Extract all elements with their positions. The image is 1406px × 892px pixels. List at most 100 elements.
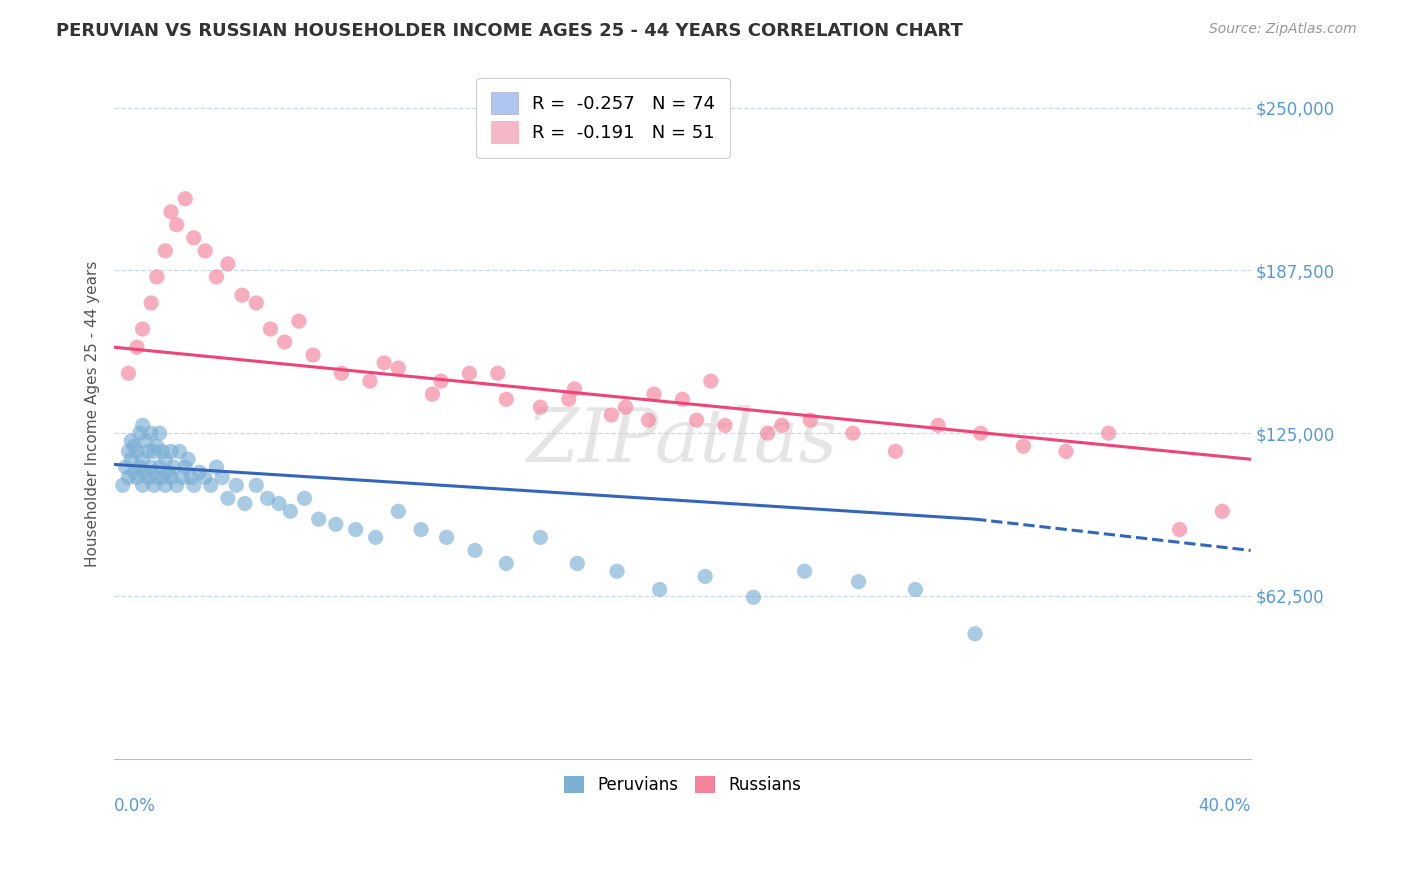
Point bbox=[155, 478, 177, 492]
Point bbox=[486, 366, 509, 380]
Point bbox=[904, 582, 927, 597]
Point bbox=[120, 434, 142, 448]
Point bbox=[373, 356, 395, 370]
Point bbox=[157, 465, 180, 479]
Point bbox=[387, 361, 409, 376]
Point bbox=[643, 387, 665, 401]
Point bbox=[344, 523, 367, 537]
Point bbox=[685, 413, 707, 427]
Point bbox=[256, 491, 278, 506]
Point bbox=[166, 478, 188, 492]
Point bbox=[245, 296, 267, 310]
Point bbox=[842, 426, 865, 441]
Point bbox=[155, 452, 177, 467]
Point bbox=[149, 426, 172, 441]
Point bbox=[163, 460, 186, 475]
Point bbox=[205, 460, 228, 475]
Point bbox=[183, 478, 205, 492]
Point bbox=[117, 366, 139, 380]
Point bbox=[273, 334, 295, 349]
Point bbox=[245, 478, 267, 492]
Point bbox=[364, 530, 387, 544]
Point bbox=[136, 444, 159, 458]
Point bbox=[495, 392, 517, 407]
Point bbox=[155, 244, 177, 258]
Point bbox=[194, 470, 217, 484]
Point bbox=[436, 530, 458, 544]
Point bbox=[174, 192, 197, 206]
Point bbox=[325, 517, 347, 532]
Point bbox=[217, 257, 239, 271]
Point bbox=[1054, 444, 1077, 458]
Point bbox=[117, 444, 139, 458]
Point bbox=[409, 523, 432, 537]
Point bbox=[188, 465, 211, 479]
Point bbox=[495, 557, 517, 571]
Point bbox=[152, 444, 174, 458]
Point bbox=[1012, 439, 1035, 453]
Point bbox=[714, 418, 737, 433]
Point bbox=[149, 460, 172, 475]
Legend: Peruvians, Russians: Peruvians, Russians bbox=[555, 767, 810, 802]
Point bbox=[146, 470, 169, 484]
Point bbox=[294, 491, 316, 506]
Point bbox=[174, 460, 197, 475]
Point bbox=[146, 439, 169, 453]
Point bbox=[756, 426, 779, 441]
Point bbox=[125, 470, 148, 484]
Point bbox=[799, 413, 821, 427]
Point bbox=[671, 392, 693, 407]
Point bbox=[330, 366, 353, 380]
Point bbox=[606, 564, 628, 578]
Point bbox=[963, 626, 986, 640]
Point bbox=[122, 439, 145, 453]
Point bbox=[288, 314, 311, 328]
Point bbox=[139, 460, 162, 475]
Text: PERUVIAN VS RUSSIAN HOUSEHOLDER INCOME AGES 25 - 44 YEARS CORRELATION CHART: PERUVIAN VS RUSSIAN HOUSEHOLDER INCOME A… bbox=[56, 22, 963, 40]
Point bbox=[122, 465, 145, 479]
Point bbox=[134, 434, 156, 448]
Point bbox=[970, 426, 993, 441]
Point bbox=[139, 426, 162, 441]
Text: 0.0%: 0.0% bbox=[114, 797, 156, 814]
Point bbox=[1211, 504, 1233, 518]
Point bbox=[233, 496, 256, 510]
Point bbox=[458, 366, 481, 380]
Point bbox=[422, 387, 444, 401]
Point bbox=[131, 452, 153, 467]
Point bbox=[567, 557, 589, 571]
Point bbox=[160, 470, 183, 484]
Point bbox=[387, 504, 409, 518]
Point bbox=[430, 374, 453, 388]
Point bbox=[793, 564, 815, 578]
Point bbox=[177, 452, 200, 467]
Point bbox=[139, 296, 162, 310]
Point bbox=[302, 348, 325, 362]
Point bbox=[146, 269, 169, 284]
Point bbox=[600, 408, 623, 422]
Point bbox=[131, 478, 153, 492]
Point bbox=[225, 478, 247, 492]
Point bbox=[927, 418, 949, 433]
Point bbox=[259, 322, 281, 336]
Point bbox=[464, 543, 486, 558]
Point bbox=[742, 591, 765, 605]
Point bbox=[143, 478, 166, 492]
Text: ZIPatlas: ZIPatlas bbox=[527, 405, 838, 477]
Point bbox=[169, 444, 191, 458]
Point bbox=[267, 496, 290, 510]
Point bbox=[211, 470, 233, 484]
Point bbox=[614, 400, 637, 414]
Point bbox=[160, 444, 183, 458]
Point bbox=[111, 478, 134, 492]
Point bbox=[125, 444, 148, 458]
Point bbox=[231, 288, 253, 302]
Point bbox=[172, 470, 194, 484]
Point bbox=[128, 460, 150, 475]
Point bbox=[152, 470, 174, 484]
Point bbox=[194, 244, 217, 258]
Point bbox=[1097, 426, 1119, 441]
Point bbox=[160, 204, 183, 219]
Point bbox=[770, 418, 793, 433]
Point bbox=[217, 491, 239, 506]
